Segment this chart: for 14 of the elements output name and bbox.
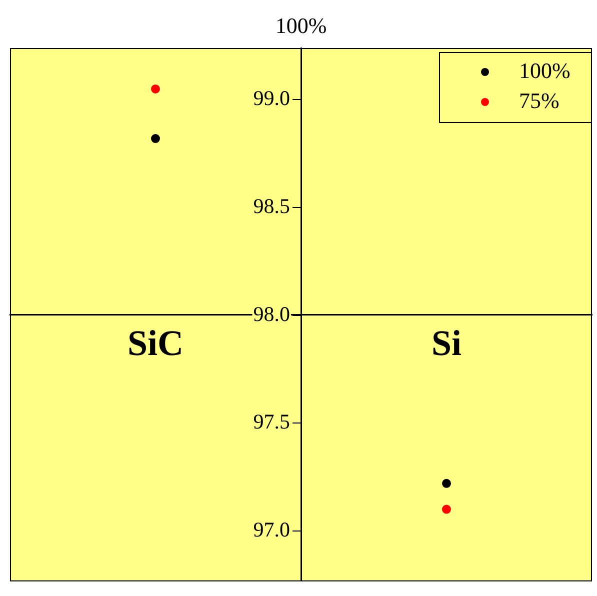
y-tick-label: 98.0 bbox=[253, 302, 290, 326]
y-tick-label: 98.5 bbox=[253, 194, 290, 218]
legend-label: 75% bbox=[519, 88, 560, 113]
y-tick-label: 97.0 bbox=[253, 517, 290, 542]
point bbox=[151, 84, 160, 94]
point bbox=[151, 134, 160, 144]
chart-title: 100% bbox=[275, 12, 327, 38]
x-tick-label: SiC bbox=[127, 323, 184, 364]
x-tick-label: Si bbox=[431, 323, 462, 364]
point bbox=[442, 478, 451, 488]
y-tick-label: 97.5 bbox=[253, 410, 290, 434]
point bbox=[442, 504, 451, 514]
y-tick-label: 99.0 bbox=[253, 86, 290, 110]
legend-label: 100% bbox=[519, 58, 570, 83]
